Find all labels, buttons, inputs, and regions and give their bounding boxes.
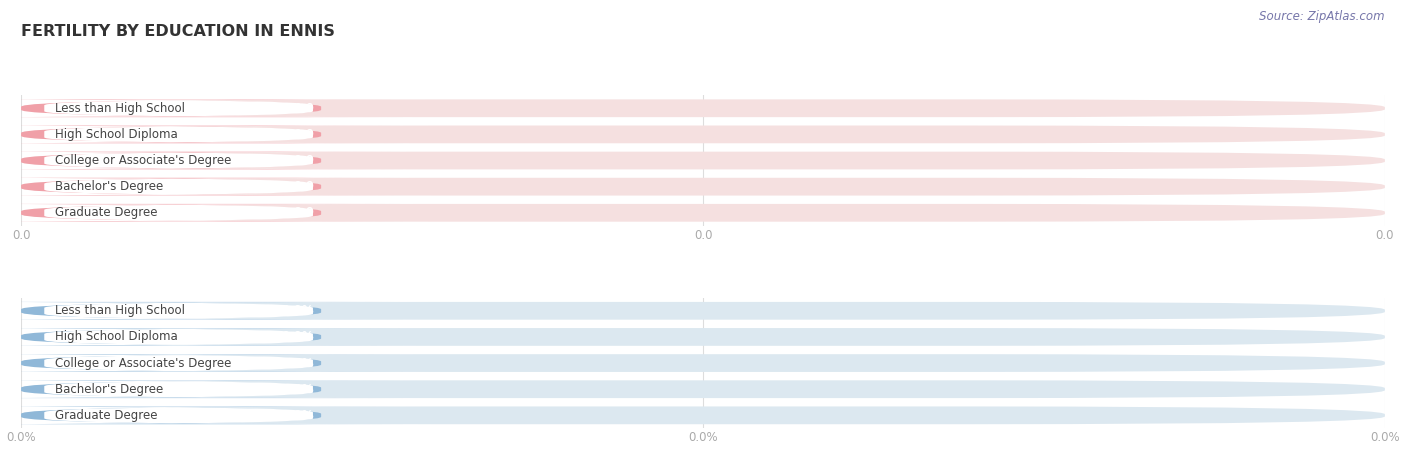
Text: 0.0%: 0.0% xyxy=(281,357,315,369)
Text: Source: ZipAtlas.com: Source: ZipAtlas.com xyxy=(1260,10,1385,22)
FancyBboxPatch shape xyxy=(13,354,344,372)
FancyBboxPatch shape xyxy=(21,328,1385,346)
FancyBboxPatch shape xyxy=(21,302,1385,320)
FancyBboxPatch shape xyxy=(13,99,344,117)
Text: Graduate Degree: Graduate Degree xyxy=(55,409,157,422)
FancyBboxPatch shape xyxy=(0,354,404,372)
Text: 0.0%: 0.0% xyxy=(281,409,315,422)
FancyBboxPatch shape xyxy=(21,178,1385,196)
Text: High School Diploma: High School Diploma xyxy=(55,128,179,141)
FancyBboxPatch shape xyxy=(21,380,1385,398)
FancyBboxPatch shape xyxy=(0,380,404,398)
Text: College or Associate's Degree: College or Associate's Degree xyxy=(55,357,232,369)
FancyBboxPatch shape xyxy=(21,126,1385,143)
Text: 0.0%: 0.0% xyxy=(281,304,315,317)
FancyBboxPatch shape xyxy=(0,126,404,143)
FancyBboxPatch shape xyxy=(0,328,404,346)
FancyBboxPatch shape xyxy=(13,152,344,169)
FancyBboxPatch shape xyxy=(21,152,1385,169)
Text: Bachelor's Degree: Bachelor's Degree xyxy=(55,383,163,396)
Text: Less than High School: Less than High School xyxy=(55,102,186,115)
FancyBboxPatch shape xyxy=(21,354,1385,372)
FancyBboxPatch shape xyxy=(13,407,344,424)
FancyBboxPatch shape xyxy=(13,302,344,319)
FancyBboxPatch shape xyxy=(0,204,404,222)
FancyBboxPatch shape xyxy=(13,328,344,346)
Text: 0.0: 0.0 xyxy=(294,102,315,115)
FancyBboxPatch shape xyxy=(21,407,1385,424)
FancyBboxPatch shape xyxy=(0,407,404,424)
FancyBboxPatch shape xyxy=(13,126,344,143)
Text: 0.0: 0.0 xyxy=(294,180,315,193)
Text: FERTILITY BY EDUCATION IN ENNIS: FERTILITY BY EDUCATION IN ENNIS xyxy=(21,24,335,39)
Text: 0.0: 0.0 xyxy=(294,154,315,167)
FancyBboxPatch shape xyxy=(13,204,344,221)
FancyBboxPatch shape xyxy=(13,178,344,195)
FancyBboxPatch shape xyxy=(0,178,404,196)
FancyBboxPatch shape xyxy=(0,302,404,320)
Text: 0.0%: 0.0% xyxy=(281,330,315,343)
FancyBboxPatch shape xyxy=(0,152,404,169)
Text: 0.0: 0.0 xyxy=(294,206,315,219)
FancyBboxPatch shape xyxy=(21,204,1385,222)
Text: High School Diploma: High School Diploma xyxy=(55,330,179,343)
Text: Bachelor's Degree: Bachelor's Degree xyxy=(55,180,163,193)
Text: 0.0%: 0.0% xyxy=(281,383,315,396)
FancyBboxPatch shape xyxy=(21,99,1385,117)
Text: Less than High School: Less than High School xyxy=(55,304,186,317)
Text: College or Associate's Degree: College or Associate's Degree xyxy=(55,154,232,167)
FancyBboxPatch shape xyxy=(0,99,404,117)
FancyBboxPatch shape xyxy=(13,380,344,398)
Text: Graduate Degree: Graduate Degree xyxy=(55,206,157,219)
Text: 0.0: 0.0 xyxy=(294,128,315,141)
